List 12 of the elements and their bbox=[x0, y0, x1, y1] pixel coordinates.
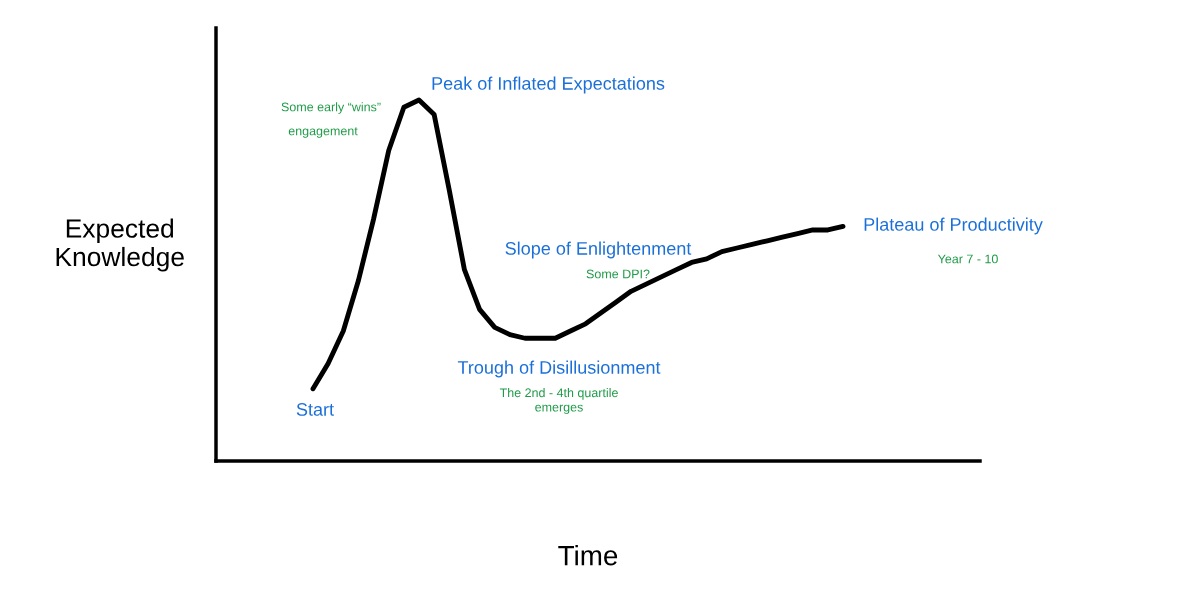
x-axis-title: Time bbox=[558, 545, 618, 566]
annotation: The 2nd - 4th quartile emerges bbox=[499, 387, 618, 415]
annotation: Some early “wins” bbox=[281, 102, 381, 114]
text: Peak of Inflated Expectations bbox=[432, 76, 665, 94]
text: Year 7 - 10 bbox=[937, 254, 998, 264]
annotation: Start bbox=[296, 403, 334, 416]
text: Plateau of Productivity bbox=[864, 217, 1043, 235]
y-axis-title: Expected Knowledge bbox=[56, 218, 184, 272]
annotation: engagement bbox=[288, 127, 358, 138]
annotation: Trough of Disillusionment bbox=[457, 360, 661, 378]
annotation: Slope of Enlightenment bbox=[505, 241, 692, 259]
annotation: Some DPI? bbox=[586, 269, 650, 279]
